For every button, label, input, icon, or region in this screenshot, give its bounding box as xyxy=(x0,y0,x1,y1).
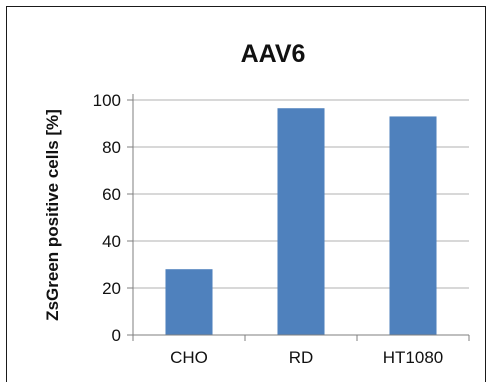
chart-frame xyxy=(6,6,486,382)
y-tick-label-0: 0 xyxy=(112,326,121,345)
y-tick-label-100: 100 xyxy=(93,91,121,110)
y-tick-label-40: 40 xyxy=(102,232,121,251)
x-tick-label-ht1080: HT1080 xyxy=(383,348,443,367)
bar-rd xyxy=(277,108,325,335)
chart-title: AAV6 xyxy=(241,40,306,68)
axes xyxy=(127,94,470,341)
x-tick-label-cho: CHO xyxy=(170,348,208,367)
bar-ht1080 xyxy=(389,116,437,335)
x-tick-label-rd: RD xyxy=(289,348,314,367)
y-axis-label: ZsGreen positive cells [%] xyxy=(43,109,62,321)
y-tick-labels: 0 20 40 60 80 100 xyxy=(93,91,121,345)
bar-cho xyxy=(165,269,213,335)
y-tick-label-20: 20 xyxy=(102,279,121,298)
y-tick-label-80: 80 xyxy=(102,138,121,157)
y-tick-label-60: 60 xyxy=(102,185,121,204)
bars xyxy=(165,108,437,335)
x-tick-labels: CHO RD HT1080 xyxy=(170,348,443,367)
